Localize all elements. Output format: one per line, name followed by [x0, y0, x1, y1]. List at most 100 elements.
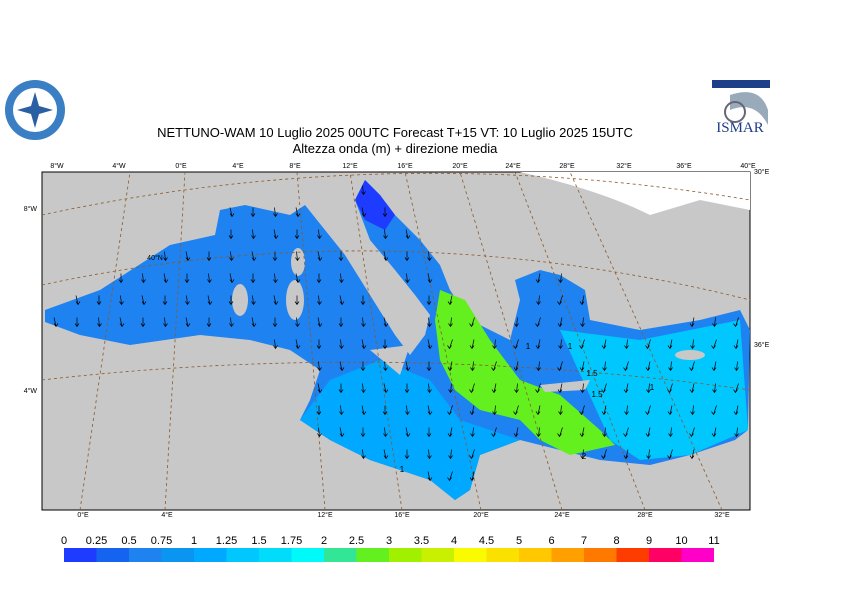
arrow: [711, 361, 717, 372]
colorbar-label: 0.25: [86, 535, 107, 547]
arrow: [53, 317, 59, 328]
arrow: [360, 295, 366, 306]
colorbar-label: 3: [386, 535, 392, 547]
arrow: [316, 405, 322, 416]
arrow: [557, 427, 563, 438]
arrow: [360, 361, 366, 372]
arrow: [580, 317, 585, 328]
arrow: [513, 427, 519, 438]
contour-label: 1.5: [586, 369, 598, 378]
arrow: [579, 361, 585, 372]
arrow: [558, 339, 563, 350]
arrow: [668, 361, 673, 372]
arrow: [447, 295, 453, 306]
arrow: [229, 273, 235, 284]
arrow: [580, 383, 585, 394]
arrow: [96, 295, 102, 306]
arrow: [557, 383, 563, 394]
arrow: [667, 383, 673, 394]
geo-label: 32°E: [714, 511, 730, 519]
arrow: [317, 361, 322, 372]
colorbar-label: 0.5: [121, 535, 136, 547]
geo-label: 20°E: [473, 511, 489, 519]
colorbar-box: [161, 548, 194, 562]
arrow: [405, 361, 411, 372]
arrow: [601, 383, 607, 394]
arrow: [535, 339, 541, 350]
colorbar-label: 1.25: [216, 535, 237, 547]
direction-arrows: [53, 185, 739, 482]
arrow: [492, 339, 497, 350]
arrow: [273, 229, 279, 240]
geo-label: 40°N: [147, 254, 163, 262]
colorbar-box: [421, 548, 454, 562]
colorbar-label: 11: [708, 535, 719, 547]
arrow: [382, 207, 388, 218]
colorbar-label: 4.5: [479, 535, 494, 547]
arrow: [448, 449, 453, 460]
arrow: [536, 427, 541, 438]
arrow: [361, 405, 367, 416]
arrow: [229, 251, 234, 262]
arrow: [273, 273, 278, 284]
arrow: [712, 317, 717, 328]
arrow: [535, 405, 541, 416]
arrow: [623, 449, 629, 460]
arrow: [251, 229, 256, 240]
arrow: [316, 339, 322, 350]
arrow: [361, 339, 367, 350]
arrow: [74, 317, 80, 328]
arrow: [339, 405, 344, 416]
arrow: [668, 427, 673, 438]
arrow: [580, 449, 585, 460]
arrow: [295, 273, 301, 284]
arrow: [361, 449, 366, 460]
geo-label: 12°E: [317, 511, 333, 519]
geo-label: 30°E: [754, 168, 770, 176]
arrow: [427, 317, 432, 328]
island: [370, 345, 410, 375]
colorbar-box: [96, 548, 129, 562]
arrow: [469, 383, 475, 394]
geo-label: 36°E: [676, 162, 692, 170]
arrow: [339, 427, 345, 438]
arrow: [295, 207, 301, 218]
arrow: [491, 427, 497, 438]
colorbar-label: 1.75: [281, 535, 302, 547]
arrow: [667, 405, 673, 416]
arrow: [361, 317, 366, 328]
arrow: [185, 295, 190, 306]
arrow: [317, 317, 323, 328]
geo-label: 8°E: [289, 162, 301, 170]
arrow: [162, 295, 168, 306]
arrow: [316, 273, 322, 284]
arrow: [689, 361, 695, 372]
colorbar-box: [259, 548, 292, 562]
arrow: [383, 361, 388, 372]
arrow: [645, 339, 651, 350]
colorbar-box: [324, 548, 357, 562]
arrow: [734, 361, 739, 372]
arrow: [623, 427, 629, 438]
arrow: [646, 383, 651, 394]
arrow: [689, 427, 695, 438]
arrow: [733, 317, 739, 328]
arrow: [601, 405, 607, 416]
colorbar-box: [454, 548, 487, 562]
colorbar-box: [551, 548, 584, 562]
colorbar-box: [291, 548, 324, 562]
arrow: [558, 405, 563, 416]
geo-label: 4°W: [24, 387, 38, 395]
arrow: [339, 295, 345, 306]
arrow: [163, 273, 169, 284]
arrow: [469, 339, 475, 350]
island: [675, 350, 705, 360]
arrow: [469, 405, 475, 416]
arrow: [689, 383, 695, 394]
arrow: [536, 361, 541, 372]
arrow: [383, 449, 389, 460]
arrow: [470, 361, 475, 372]
arrow: [382, 405, 388, 416]
arrow: [272, 251, 278, 262]
